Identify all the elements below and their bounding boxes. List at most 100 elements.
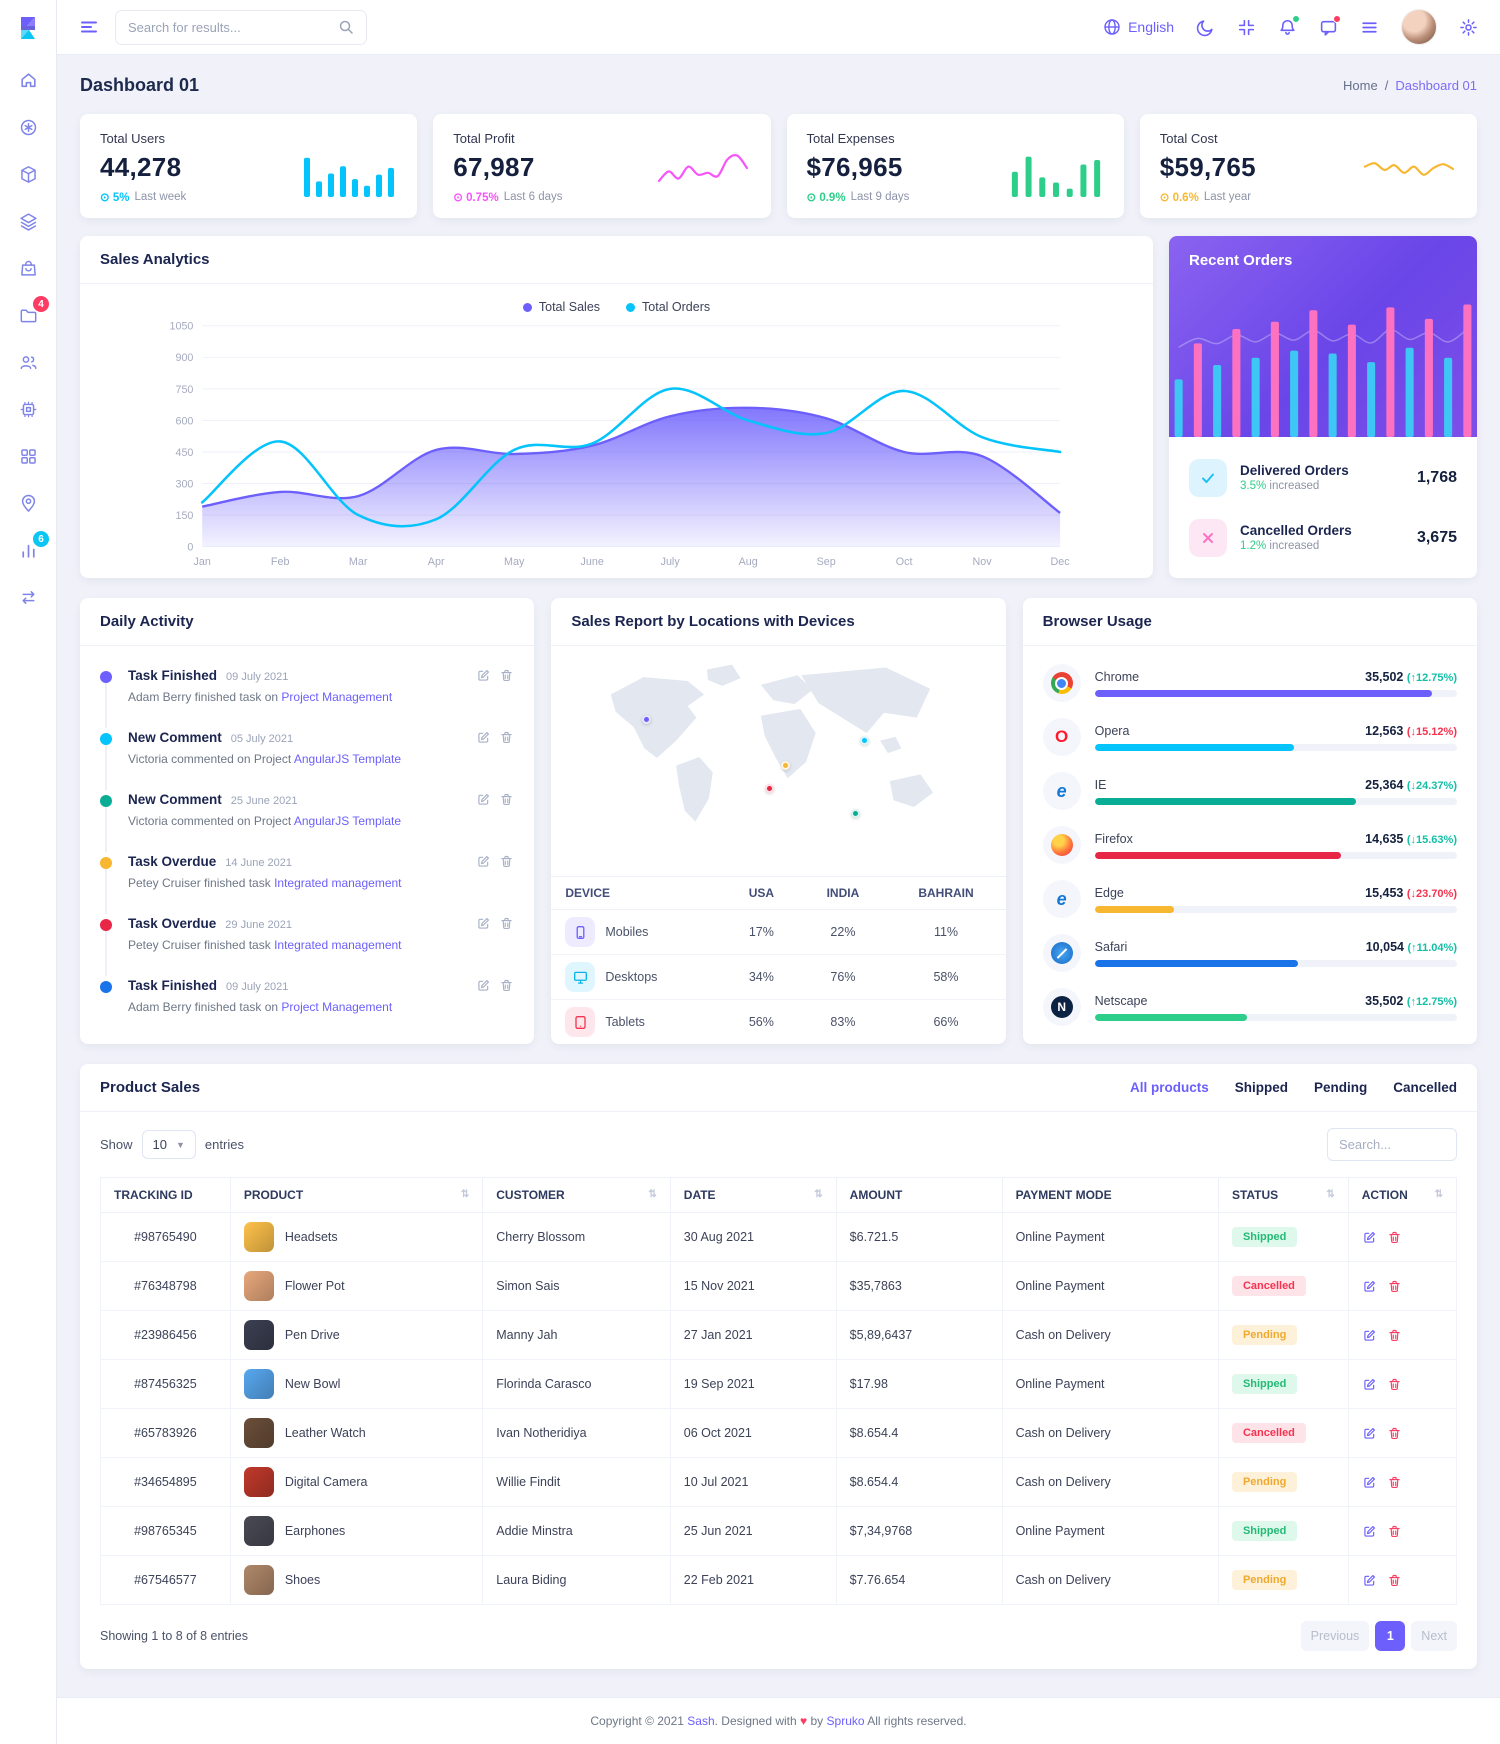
pagination-previous[interactable]: Previous <box>1300 1621 1370 1651</box>
edit-icon[interactable] <box>1362 1328 1377 1343</box>
edit-icon[interactable] <box>1362 1377 1377 1392</box>
column-header-date[interactable]: DATE ⇅ <box>669 1177 837 1213</box>
language-switcher[interactable]: English <box>1103 18 1174 36</box>
edit-icon[interactable] <box>1362 1230 1377 1245</box>
map-marker[interactable] <box>642 715 652 724</box>
app-logo[interactable] <box>13 13 43 43</box>
browser-name: Chrome <box>1094 669 1140 684</box>
edit-icon[interactable] <box>476 730 491 766</box>
bar-chart-icon[interactable]: 6 <box>15 531 49 563</box>
map-marker[interactable] <box>860 735 870 745</box>
cell-customer: Simon Sais <box>482 1261 671 1311</box>
edit-icon[interactable] <box>476 916 491 952</box>
edit-icon[interactable] <box>476 854 491 890</box>
column-header-status[interactable]: STATUS ⇅ <box>1217 1177 1349 1213</box>
topbar-search <box>115 9 367 45</box>
package-icon[interactable] <box>15 161 41 187</box>
footer-brand-link[interactable]: Sash <box>687 1714 715 1728</box>
switch-horizontal-icon[interactable] <box>15 584 41 610</box>
activity-link[interactable]: Project Management <box>281 690 393 704</box>
trash-icon[interactable] <box>1387 1573 1402 1588</box>
edit-icon[interactable] <box>1362 1573 1377 1588</box>
activity-link[interactable]: Integrated management <box>274 938 402 952</box>
activity-link[interactable]: AngularJS Template <box>293 752 402 766</box>
edit-icon[interactable] <box>476 978 491 1014</box>
tab-pending[interactable]: Pending <box>1313 1080 1368 1095</box>
map-pin-icon[interactable] <box>15 490 41 516</box>
table-row: #65783926 Leather Watch Ivan Notheridiya… <box>100 1408 1458 1458</box>
pagination-next[interactable]: Next <box>1411 1621 1457 1651</box>
trash-icon[interactable] <box>499 916 514 952</box>
entries-select[interactable]: 10 ▼ <box>141 1130 196 1159</box>
shopping-bag-icon[interactable] <box>15 255 41 281</box>
cell-date: 30 Aug 2021 <box>669 1212 837 1262</box>
trash-icon[interactable] <box>1387 1230 1402 1245</box>
tab-all-products[interactable]: All products <box>1129 1080 1209 1095</box>
search-input[interactable] <box>128 19 330 35</box>
activity-link[interactable]: AngularJS Template <box>293 814 402 828</box>
product-thumbnail <box>243 1467 274 1497</box>
hamburger-icon[interactable] <box>79 17 99 37</box>
trash-icon[interactable] <box>1387 1475 1402 1490</box>
recent-orders-title: Recent Orders <box>1189 252 1293 269</box>
trash-icon[interactable] <box>499 792 514 828</box>
table-row: #34654895 Digital Camera Willie Findit 1… <box>100 1457 1458 1507</box>
activity-link[interactable]: Integrated management <box>274 876 402 890</box>
activity-item: New Comment 25 June 2021 Victoria commen… <box>100 786 514 852</box>
avatar[interactable] <box>1401 9 1437 45</box>
cpu-icon[interactable] <box>15 396 41 422</box>
map-marker[interactable] <box>851 809 861 819</box>
footer-author-link[interactable]: Spruko <box>826 1714 865 1728</box>
trash-icon[interactable] <box>1387 1328 1402 1343</box>
edit-icon[interactable] <box>1362 1524 1377 1539</box>
edit-icon[interactable] <box>1362 1475 1377 1490</box>
edit-icon[interactable] <box>476 792 491 828</box>
cell-payment-mode: Online Payment <box>1001 1261 1219 1311</box>
cell-product: Headsets <box>229 1212 484 1262</box>
layers-icon[interactable] <box>15 208 41 234</box>
cell-product: New Bowl <box>229 1359 484 1409</box>
trash-icon[interactable] <box>499 978 514 1014</box>
search-icon[interactable] <box>338 19 354 35</box>
activity-title: Task Finished <box>128 668 218 683</box>
tab-cancelled[interactable]: Cancelled <box>1393 1080 1457 1095</box>
trash-icon[interactable] <box>499 854 514 890</box>
edit-icon[interactable] <box>476 668 491 704</box>
browser-row: Safari 10,054 (↑11.04%) <box>1042 928 1457 978</box>
trash-icon[interactable] <box>1387 1279 1402 1294</box>
users-icon[interactable] <box>15 349 41 375</box>
pagination-page-1[interactable]: 1 <box>1375 1621 1406 1651</box>
trash-icon[interactable] <box>499 730 514 766</box>
netscape-icon: N <box>1042 988 1081 1026</box>
map-marker[interactable] <box>780 761 790 770</box>
trash-icon[interactable] <box>499 668 514 704</box>
cell-amount: $17.98 <box>835 1359 1003 1409</box>
column-header-product[interactable]: PRODUCT ⇅ <box>229 1177 484 1213</box>
map-marker[interactable] <box>764 784 774 793</box>
edit-icon[interactable] <box>1362 1279 1377 1294</box>
dark-mode-icon[interactable] <box>1196 18 1215 37</box>
sort-icon: ⇅ <box>460 1189 470 1200</box>
device-col-header: DEVICE <box>551 876 724 910</box>
activity-date: 05 July 2021 <box>230 733 294 745</box>
notifications-icon[interactable] <box>1278 14 1300 37</box>
breadcrumb-home[interactable]: Home <box>1343 78 1378 93</box>
tab-shipped[interactable]: Shipped <box>1234 1080 1288 1095</box>
edit-icon[interactable] <box>1362 1426 1377 1441</box>
home-icon[interactable] <box>15 67 41 93</box>
column-header-action[interactable]: ACTION ⇅ <box>1347 1177 1458 1213</box>
messages-icon[interactable] <box>1319 14 1341 37</box>
grid-icon[interactable] <box>15 443 41 469</box>
table-search-input[interactable] <box>1327 1128 1457 1161</box>
activity-link[interactable]: Project Management <box>281 1000 393 1014</box>
trash-icon[interactable] <box>1387 1524 1402 1539</box>
asterisk-circle-icon[interactable] <box>15 114 41 140</box>
column-header-customer[interactable]: CUSTOMER ⇅ <box>482 1177 671 1213</box>
shortcuts-icon[interactable] <box>1360 18 1379 37</box>
fullscreen-icon[interactable] <box>1237 18 1256 37</box>
svg-text:May: May <box>504 556 525 568</box>
settings-gear-icon[interactable] <box>1459 18 1478 37</box>
trash-icon[interactable] <box>1387 1426 1402 1441</box>
folder-icon[interactable]: 4 <box>15 296 49 328</box>
trash-icon[interactable] <box>1387 1377 1402 1392</box>
